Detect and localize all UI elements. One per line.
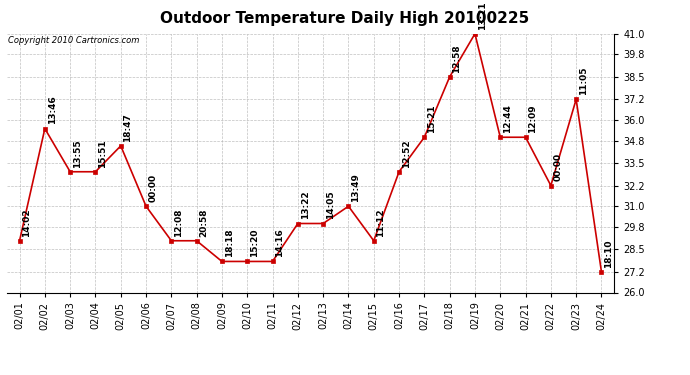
Text: 20:58: 20:58: [199, 208, 208, 237]
Text: 14:05: 14:05: [326, 191, 335, 219]
Text: 12:09: 12:09: [529, 105, 538, 133]
Text: 13:55: 13:55: [73, 139, 82, 168]
Text: 12:08: 12:08: [174, 208, 183, 237]
Text: Copyright 2010 Cartronics.com: Copyright 2010 Cartronics.com: [8, 36, 139, 45]
Text: 18:47: 18:47: [124, 113, 132, 142]
Text: 15:20: 15:20: [250, 229, 259, 257]
Text: 13:22: 13:22: [301, 191, 310, 219]
Text: 14:16: 14:16: [275, 228, 284, 257]
Text: 13:46: 13:46: [48, 96, 57, 124]
Text: 11:12: 11:12: [377, 208, 386, 237]
Text: 13:21: 13:21: [477, 1, 486, 30]
Text: 11:05: 11:05: [579, 67, 588, 95]
Text: 18:10: 18:10: [604, 239, 613, 268]
Text: 18:18: 18:18: [225, 229, 234, 257]
Text: 15:21: 15:21: [427, 105, 436, 133]
Text: 12:52: 12:52: [402, 139, 411, 168]
Text: 12:58: 12:58: [453, 44, 462, 73]
Text: 12:44: 12:44: [503, 104, 512, 133]
Text: 13:49: 13:49: [351, 173, 360, 202]
Text: Outdoor Temperature Daily High 20100225: Outdoor Temperature Daily High 20100225: [160, 11, 530, 26]
Text: 00:00: 00:00: [149, 174, 158, 202]
Text: 15:51: 15:51: [98, 139, 107, 168]
Text: 14:02: 14:02: [22, 208, 31, 237]
Text: 00:00: 00:00: [553, 153, 562, 182]
